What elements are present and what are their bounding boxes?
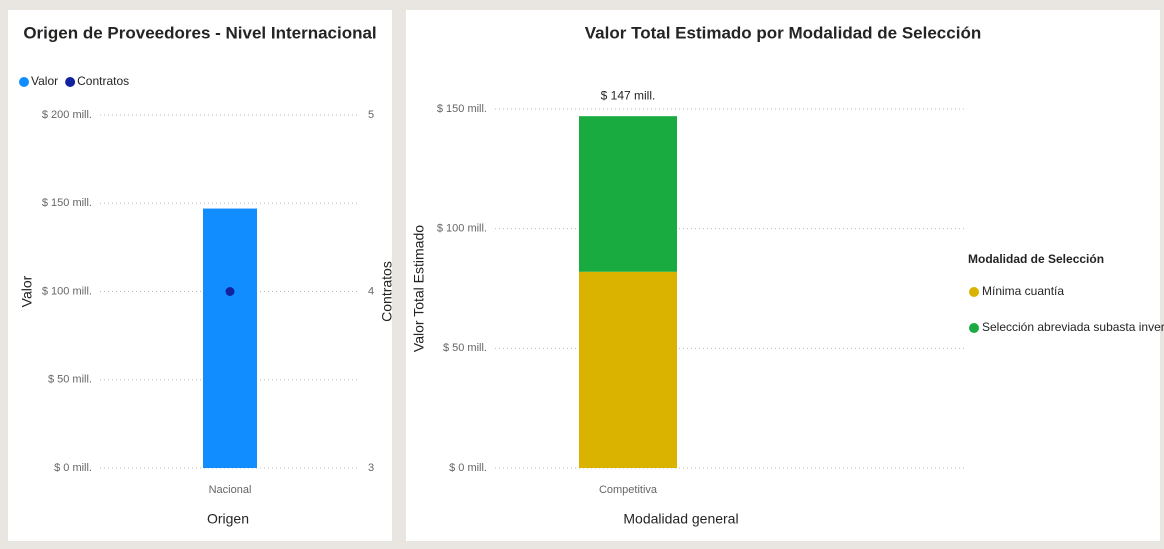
y-tick-label: $ 150 mill. <box>42 197 92 209</box>
y-tick-label: $ 0 mill. <box>449 462 487 474</box>
x-tick-label: Competitiva <box>599 484 658 496</box>
total-label: $ 147 mill. <box>601 88 656 102</box>
legend-title: Modalidad de Selección <box>968 252 1104 266</box>
legend-label: Valor <box>31 74 58 88</box>
y-tick-label: $ 200 mill. <box>42 109 92 121</box>
legend-marker <box>65 77 76 87</box>
bar <box>203 208 257 469</box>
legend-label: Contratos <box>77 74 129 88</box>
bar-segment <box>579 271 677 468</box>
y2-tick-label: 3 <box>368 462 374 474</box>
y-axis-label: Valor Total Estimado <box>411 225 427 352</box>
point <box>225 287 235 296</box>
x-axis-label: Modalidad general <box>623 511 738 527</box>
panel <box>8 10 392 541</box>
y-tick-label: $ 50 mill. <box>443 342 487 354</box>
y2-axis-label: Contratos <box>379 261 395 322</box>
legend-marker <box>19 77 29 87</box>
x-axis-label: Origen <box>207 511 249 527</box>
legend-label: Selección abreviada subasta inversa <box>982 320 1164 334</box>
bar-segment <box>579 116 677 272</box>
y2-tick-label: 5 <box>368 109 374 121</box>
legend-marker <box>969 323 979 333</box>
y-tick-label: $ 0 mill. <box>54 462 92 474</box>
chart-title: Origen de Proveedores - Nivel Internacio… <box>23 23 376 42</box>
y2-tick-label: 4 <box>368 285 374 297</box>
x-tick-label: Nacional <box>209 484 252 496</box>
y-tick-label: $ 100 mill. <box>42 285 92 297</box>
y-tick-label: $ 50 mill. <box>48 374 92 386</box>
y-tick-label: $ 100 mill. <box>437 223 487 235</box>
legend-label: Mínima cuantía <box>982 284 1064 298</box>
chart-title: Valor Total Estimado por Modalidad de Se… <box>585 23 981 42</box>
panel <box>406 10 1160 541</box>
y-tick-label: $ 150 mill. <box>437 103 487 115</box>
legend-marker <box>969 287 979 297</box>
y-axis-label: Valor <box>19 275 35 307</box>
